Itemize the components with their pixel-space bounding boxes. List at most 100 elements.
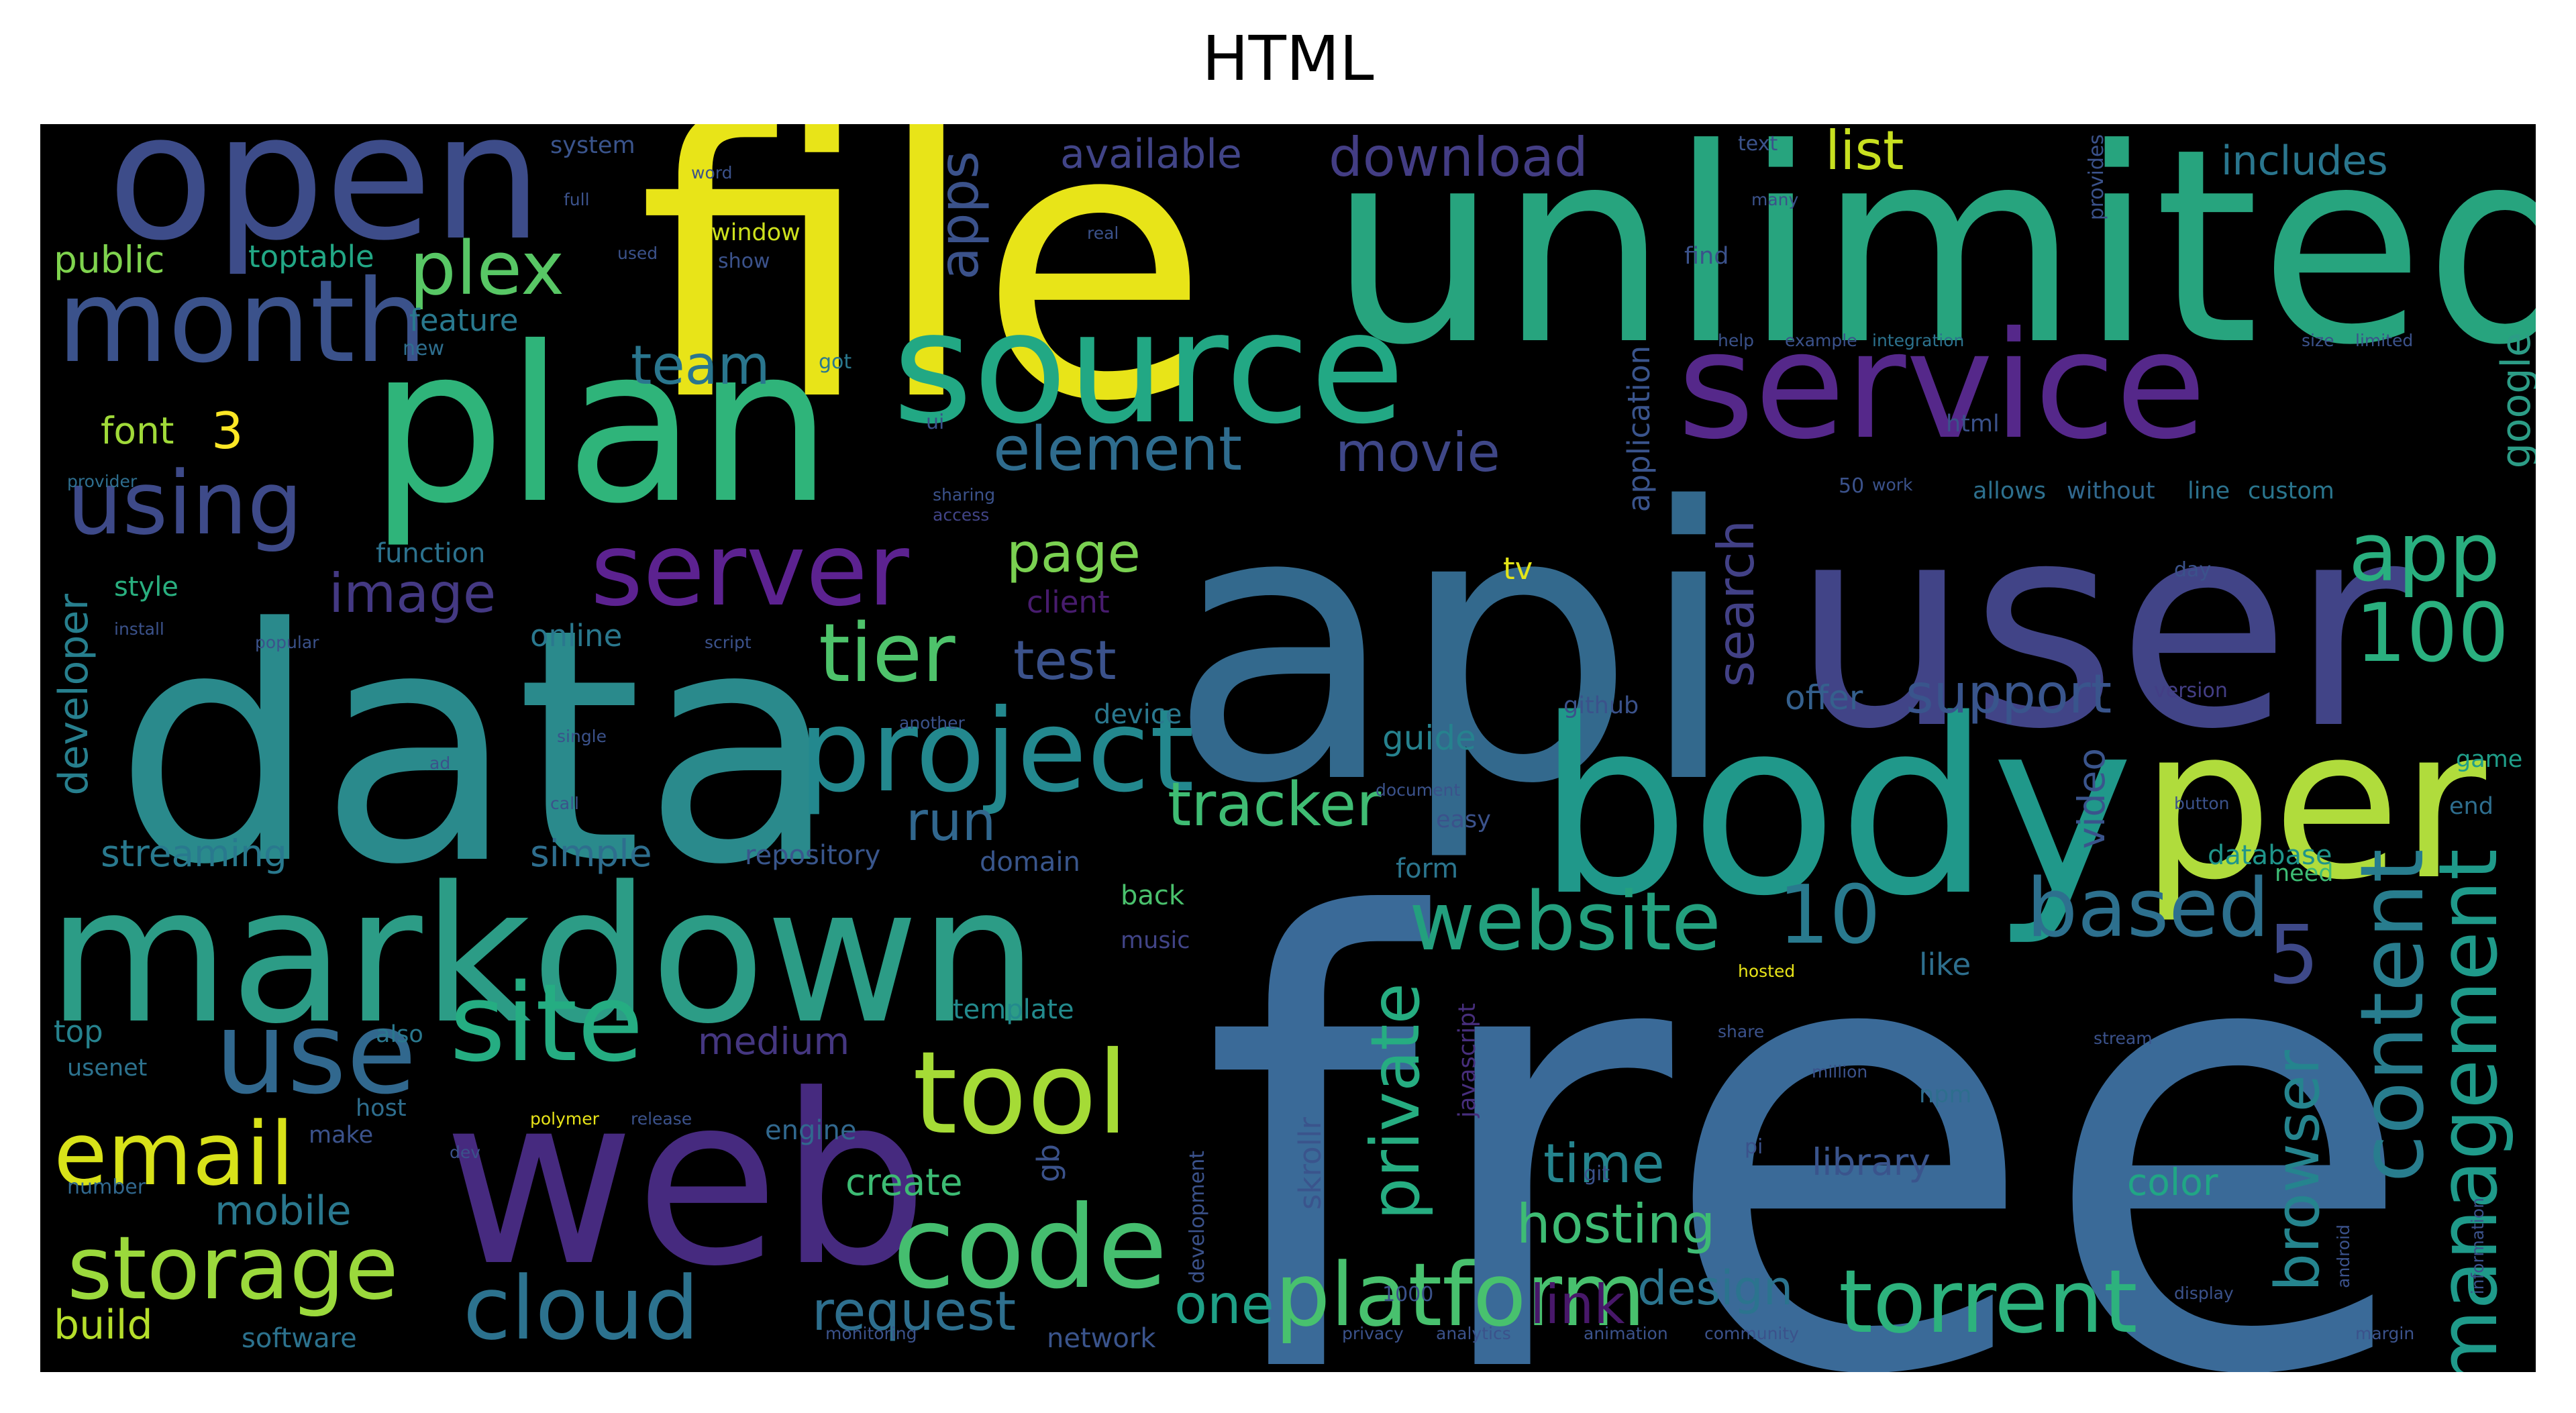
word: cloud bbox=[463, 1257, 700, 1359]
word: service bbox=[1678, 300, 2207, 472]
word: public bbox=[54, 238, 165, 281]
word: element bbox=[993, 414, 1243, 484]
word: request bbox=[812, 1280, 1017, 1343]
word: back bbox=[1121, 880, 1185, 911]
word: find bbox=[1684, 243, 1729, 270]
word: day bbox=[2174, 558, 2212, 582]
word: form bbox=[1396, 853, 1459, 884]
word: private bbox=[1356, 983, 1435, 1220]
word: ui bbox=[926, 411, 945, 434]
word: movie bbox=[1335, 421, 1500, 484]
word: simple bbox=[530, 832, 652, 875]
word: library bbox=[1812, 1141, 1930, 1184]
word: source bbox=[892, 279, 1405, 458]
word: work bbox=[1872, 475, 1913, 494]
word: information bbox=[2468, 1198, 2487, 1295]
word: 3 bbox=[211, 401, 244, 460]
word: network bbox=[1047, 1323, 1156, 1354]
word: community bbox=[1704, 1324, 1799, 1343]
word: support bbox=[1906, 663, 2112, 725]
word: toptable bbox=[248, 239, 374, 274]
word: tier bbox=[819, 607, 956, 700]
word: create bbox=[845, 1161, 963, 1204]
word: function bbox=[376, 538, 486, 569]
word: data bbox=[114, 560, 840, 935]
word: free bbox=[1201, 791, 2418, 1373]
word: api bbox=[1168, 429, 1741, 866]
word: million bbox=[1812, 1062, 1868, 1082]
word: image bbox=[329, 562, 497, 625]
word: show bbox=[718, 250, 770, 273]
word: 50 bbox=[1839, 474, 1865, 498]
word: user bbox=[1792, 463, 2407, 791]
word: without bbox=[2067, 478, 2155, 505]
word: example bbox=[1785, 331, 1857, 350]
word: font bbox=[101, 409, 174, 452]
word: feature bbox=[409, 303, 519, 338]
word: build bbox=[54, 1302, 153, 1349]
word: game bbox=[2456, 746, 2523, 773]
word: streaming bbox=[101, 832, 287, 875]
word: share bbox=[1718, 1022, 1765, 1041]
word: install bbox=[114, 619, 164, 639]
word: engine bbox=[765, 1115, 857, 1146]
word: need bbox=[2275, 860, 2334, 887]
word: body bbox=[1537, 668, 2134, 949]
word: includes bbox=[2221, 138, 2388, 185]
word: template bbox=[953, 994, 1074, 1025]
word: color bbox=[2127, 1161, 2218, 1204]
word: another bbox=[899, 713, 965, 733]
word: apps bbox=[928, 151, 990, 280]
word: number bbox=[67, 1175, 146, 1199]
word: use bbox=[215, 987, 417, 1120]
word: time bbox=[1543, 1133, 1665, 1195]
word: integration bbox=[1872, 331, 1965, 350]
word: npm bbox=[1919, 1082, 1972, 1108]
word: storage bbox=[67, 1217, 399, 1319]
word: skrollr bbox=[1292, 1117, 1328, 1210]
word: javascript bbox=[1454, 1003, 1481, 1118]
word: email bbox=[54, 1103, 295, 1205]
figure-title: HTML bbox=[1202, 23, 1374, 95]
word: run bbox=[906, 790, 996, 853]
word: html bbox=[1946, 411, 2000, 437]
word: torrent bbox=[1839, 1251, 2138, 1353]
word: stream bbox=[2094, 1029, 2153, 1048]
word: unlimited bbox=[1329, 124, 2536, 404]
word: access bbox=[933, 505, 990, 525]
word: top bbox=[54, 1014, 103, 1049]
word: based bbox=[2026, 862, 2270, 955]
word: app bbox=[2349, 507, 2500, 600]
word: call bbox=[550, 794, 579, 813]
word: software bbox=[242, 1323, 357, 1354]
word: client bbox=[1027, 584, 1110, 620]
word: 5 bbox=[2268, 909, 2320, 1002]
word: 100 bbox=[2355, 587, 2510, 680]
word: monitoring bbox=[825, 1324, 917, 1343]
word: online bbox=[530, 618, 623, 653]
word: google bbox=[2493, 332, 2536, 469]
word: new bbox=[403, 337, 445, 360]
word: allows bbox=[1973, 478, 2047, 505]
word: git bbox=[1584, 1162, 1610, 1186]
word: many bbox=[1751, 190, 1799, 209]
word: release bbox=[631, 1109, 692, 1129]
word: project bbox=[798, 685, 1195, 818]
word: easy bbox=[1436, 806, 1491, 833]
word: script bbox=[705, 633, 752, 652]
word: real bbox=[1087, 223, 1119, 243]
word: design bbox=[1637, 1261, 1794, 1316]
word: team bbox=[631, 334, 770, 397]
word: analytics bbox=[1436, 1324, 1511, 1343]
word: size bbox=[2302, 331, 2334, 350]
word: list bbox=[1825, 124, 1904, 182]
word: usenet bbox=[67, 1055, 148, 1082]
word: one bbox=[1174, 1273, 1274, 1336]
word: markdown bbox=[47, 847, 1039, 1065]
word: month bbox=[57, 256, 427, 388]
word: display bbox=[2174, 1284, 2234, 1303]
word: page bbox=[1007, 522, 1141, 584]
word: privacy bbox=[1342, 1324, 1404, 1343]
word: version bbox=[2154, 679, 2228, 702]
word-cloud: free file unlimited api user data markdo… bbox=[40, 124, 2536, 1372]
